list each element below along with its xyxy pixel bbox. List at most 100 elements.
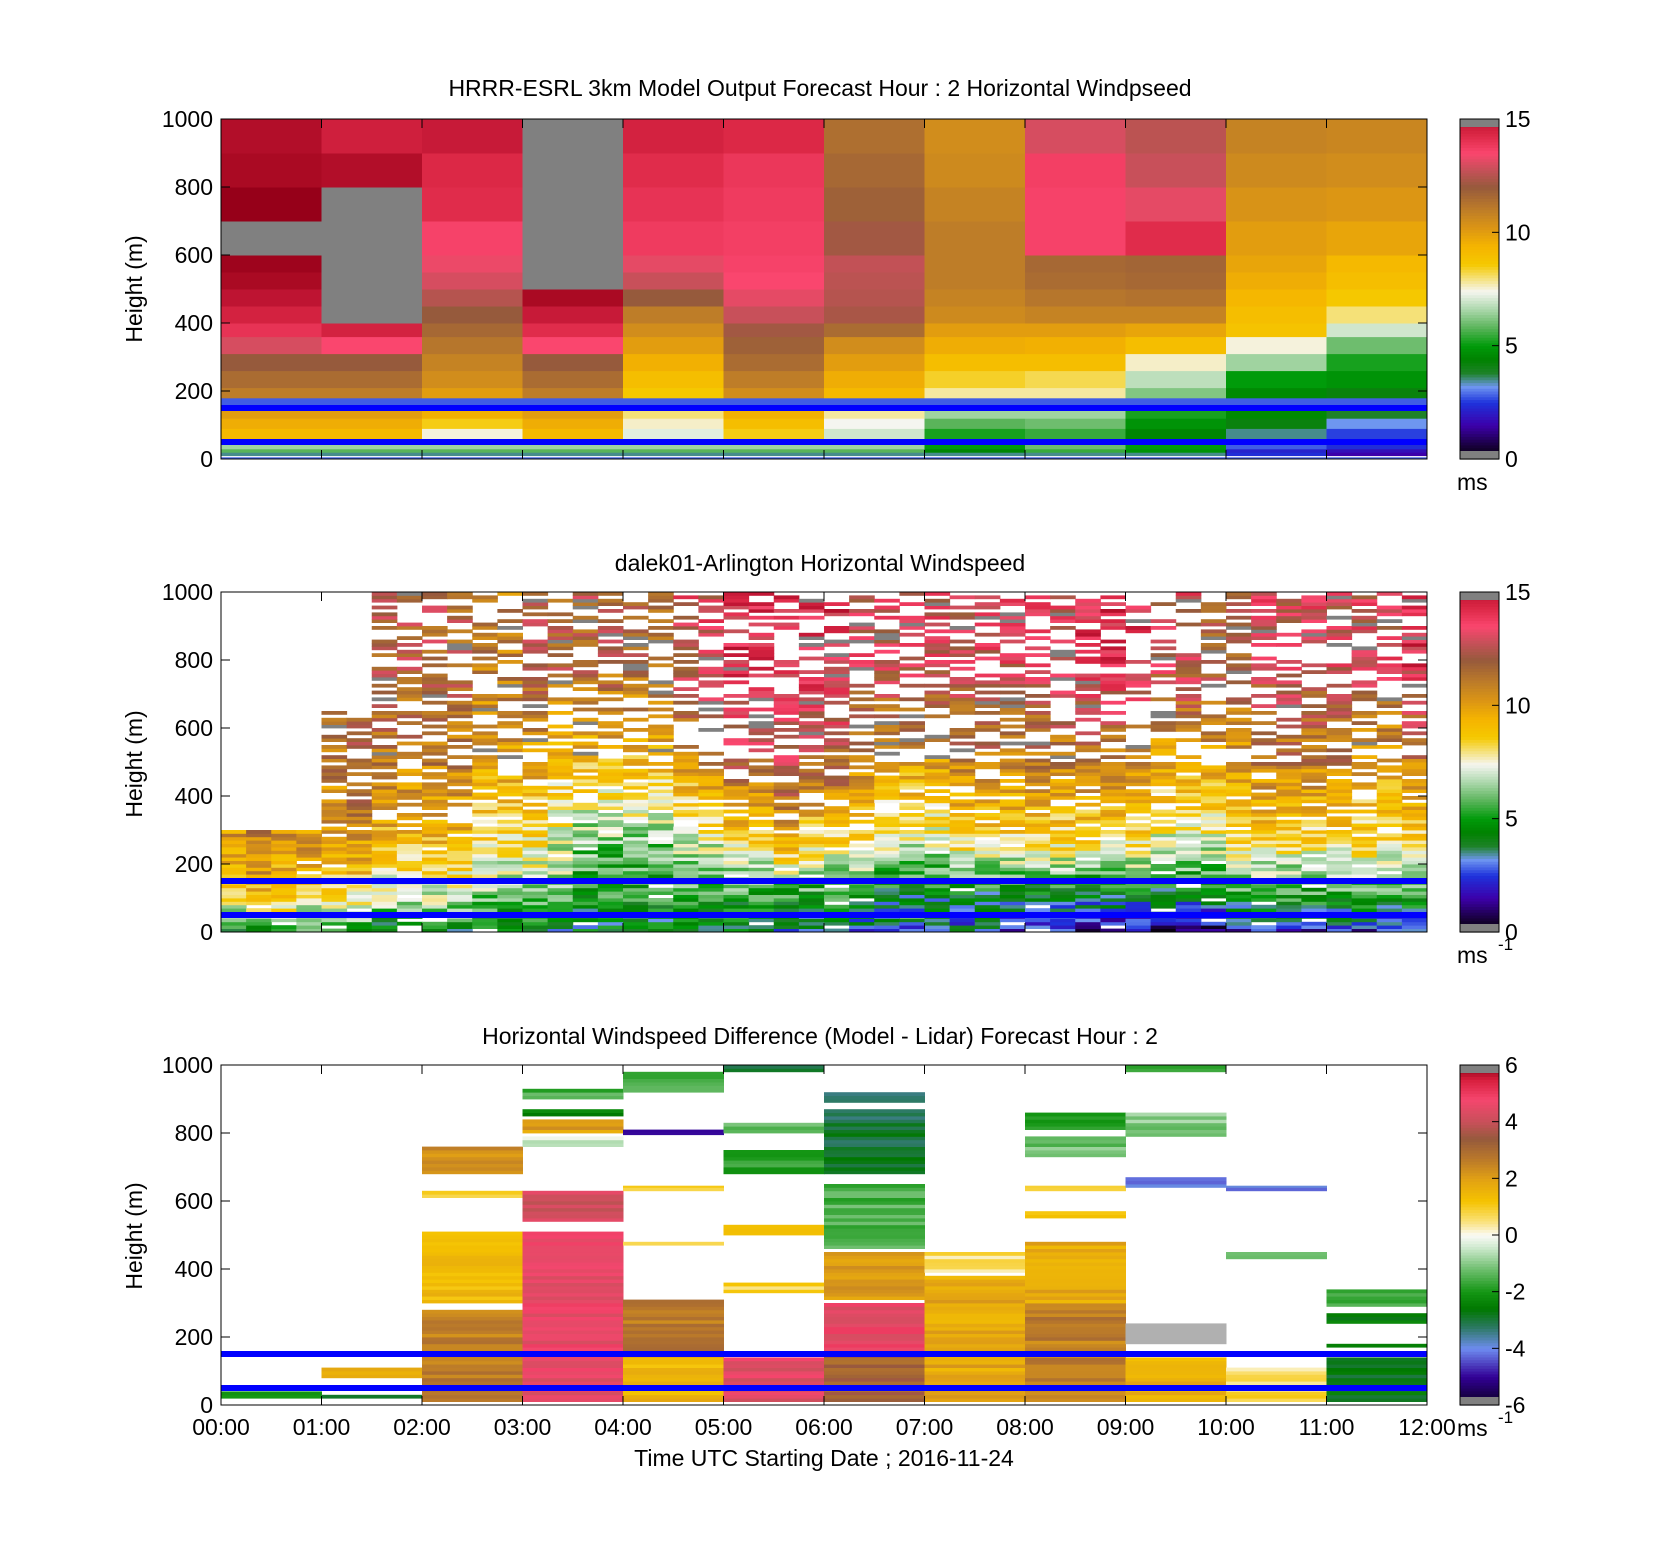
model-cell — [924, 442, 1026, 450]
lidar-cell — [1226, 666, 1252, 671]
difference-cell — [723, 1357, 825, 1362]
lidar-cell — [899, 830, 925, 834]
lidar-cell — [1050, 887, 1076, 892]
lidar-cell — [422, 683, 448, 688]
colorbar-segment — [1460, 716, 1499, 721]
lidar-cell — [1150, 901, 1177, 906]
lidar-cell — [321, 830, 348, 834]
lidar-cell — [422, 840, 448, 844]
lidar-cell — [371, 745, 398, 749]
difference-cell — [1226, 1398, 1327, 1402]
lidar-cell — [321, 884, 348, 889]
colorbar-segment — [1460, 881, 1499, 885]
lidar-cell — [648, 636, 674, 640]
lidar-cell — [1326, 809, 1353, 814]
model-cell — [522, 442, 624, 450]
colorbar-segment — [1460, 1348, 1499, 1352]
lidar-cell — [1175, 830, 1202, 834]
lidar-cell — [572, 700, 599, 705]
colorbar-segment — [1460, 827, 1499, 831]
colorbar-segment — [1460, 773, 1499, 777]
lidar-cell — [874, 738, 900, 742]
colorbar-segment — [1460, 626, 1499, 630]
colorbar-segment — [1460, 1084, 1499, 1089]
colorbar-segment — [1460, 1090, 1499, 1094]
colorbar-segment — [1460, 1246, 1499, 1250]
lidar-cell — [999, 765, 1026, 770]
lidar-cell — [522, 840, 549, 844]
lidar-cell — [773, 694, 800, 698]
lidar-cell — [1150, 779, 1177, 783]
lidar-cell — [673, 898, 699, 902]
lidar-cell — [874, 609, 900, 613]
lidar-cell — [422, 717, 448, 722]
lidar-cell — [296, 853, 322, 858]
lidar-cell — [974, 867, 1001, 872]
colorbar-segment — [1460, 668, 1499, 672]
lidar-cell — [1125, 901, 1152, 906]
lidar-cell — [1025, 595, 1051, 600]
lidar-cell — [1025, 677, 1051, 681]
lidar-cell — [648, 745, 674, 749]
difference-cell — [1025, 1367, 1126, 1372]
difference-cell — [1326, 1394, 1428, 1399]
lidar-cell — [1075, 898, 1101, 902]
lidar-cell — [623, 894, 649, 899]
lidar-cell — [874, 615, 900, 620]
lidar-cell — [472, 874, 498, 878]
lidar-cell — [999, 813, 1026, 817]
lidar-cell — [824, 921, 850, 926]
lidar-cell — [1075, 615, 1101, 620]
lidar-cell — [321, 887, 348, 892]
lidar-cell — [648, 847, 674, 851]
lidar-cell — [1175, 663, 1202, 668]
lidar-cell — [949, 680, 976, 685]
lidar-cell — [648, 799, 674, 804]
difference-cell — [422, 1241, 523, 1246]
lidar-cell — [547, 904, 574, 909]
lidar-cell — [1200, 901, 1227, 906]
lidar-cell — [999, 680, 1026, 685]
lidar-cell — [773, 717, 800, 722]
lidar-cell — [522, 741, 549, 746]
model-cell — [824, 272, 925, 290]
lidar-cell — [1100, 721, 1126, 725]
difference-cell — [1326, 1289, 1428, 1294]
lidar-cell — [698, 670, 724, 674]
lidar-cell — [1150, 762, 1177, 766]
lidar-cell — [547, 755, 574, 759]
lidar-cell — [1200, 925, 1227, 929]
lidar-cell — [1125, 745, 1152, 749]
lidar-cell — [999, 847, 1026, 851]
colorbar-segment — [1460, 1167, 1499, 1171]
lidar-cell — [346, 721, 373, 725]
colorbar-frame — [1459, 591, 1500, 933]
difference-cell — [1226, 1371, 1327, 1375]
lidar-cell — [974, 870, 1001, 875]
lidar-cell — [723, 819, 750, 824]
difference-cell — [924, 1296, 1026, 1300]
lidar-cell — [999, 598, 1026, 603]
difference-cell — [522, 1340, 624, 1345]
lidar-cell — [673, 833, 699, 838]
lidar-cell — [1125, 843, 1152, 848]
lidar-cell — [1251, 677, 1277, 681]
difference-cell — [1326, 1343, 1428, 1348]
colorbar-segment — [1460, 246, 1499, 250]
lidar-cell — [899, 741, 925, 746]
lidar-cell — [723, 782, 750, 787]
lidar-cell — [321, 836, 348, 841]
lidar-cell — [1175, 687, 1202, 691]
lidar-cell — [1025, 779, 1051, 783]
lidar-cell — [1025, 833, 1051, 838]
lidar-cell — [396, 734, 423, 739]
lidar-cell — [1251, 731, 1277, 736]
model-cell — [221, 448, 322, 453]
lidar-cell — [698, 870, 724, 875]
lidar-cell — [396, 887, 423, 892]
difference-cell — [522, 1364, 624, 1368]
lidar-cell — [221, 928, 247, 933]
lidar-cell — [1226, 901, 1252, 906]
lidar-cell — [673, 884, 699, 889]
model-cell — [623, 452, 724, 457]
